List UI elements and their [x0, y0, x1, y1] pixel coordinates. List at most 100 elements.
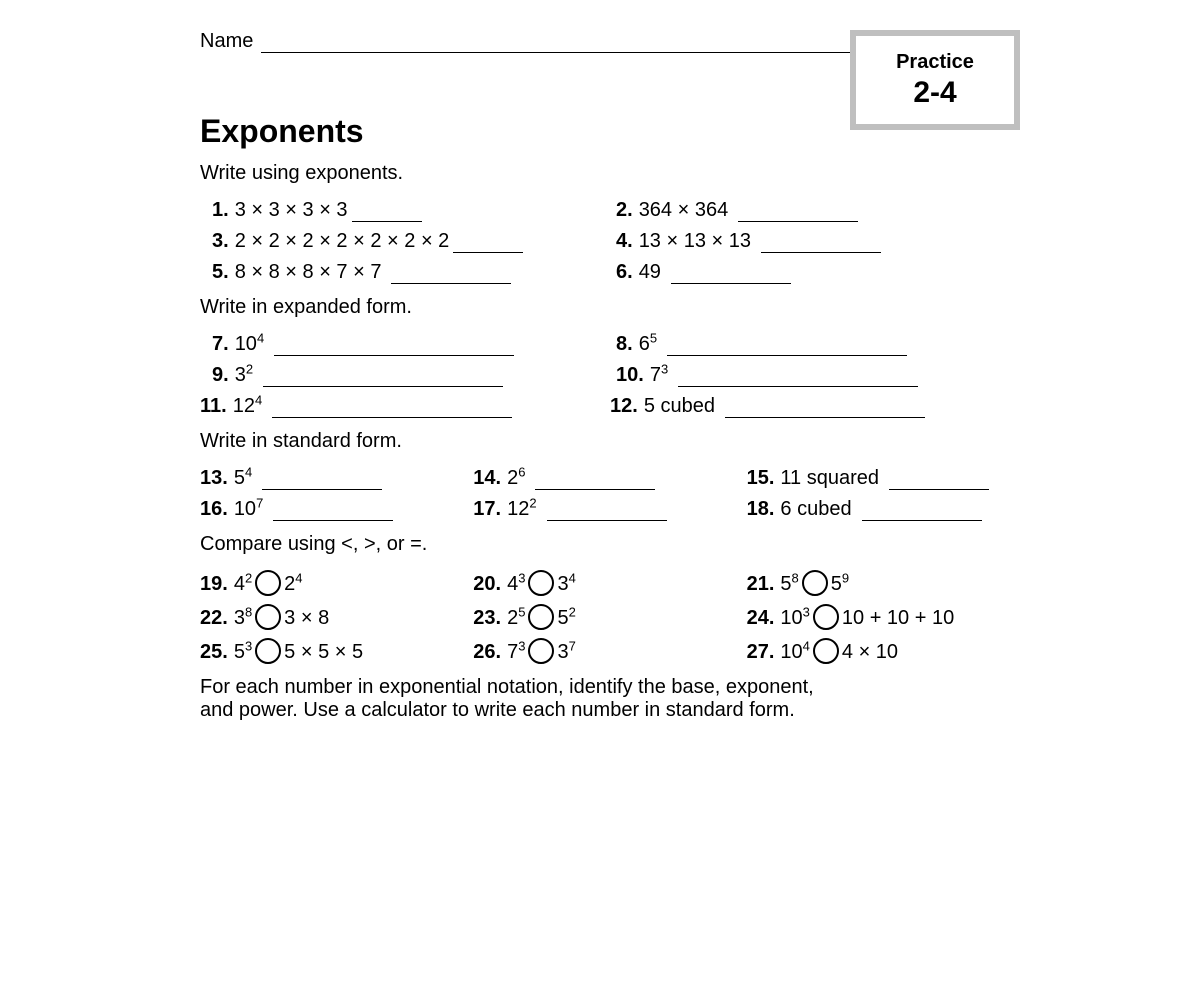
- q13-exp: 4: [245, 464, 252, 479]
- q15-blank[interactable]: [889, 471, 989, 490]
- q10-base: 7: [650, 364, 661, 386]
- q25-left: 53: [234, 641, 252, 664]
- q16-exp: 7: [256, 495, 263, 510]
- q9-text: 32: [235, 364, 253, 387]
- q17-exp: 2: [529, 495, 536, 510]
- practice-number: 2-4: [913, 76, 956, 110]
- q23-num: 23.: [473, 607, 501, 630]
- q7-exp: 4: [257, 330, 264, 345]
- q19-num: 19.: [200, 573, 228, 596]
- q1-text: 3 × 3 × 3 × 3: [235, 199, 348, 222]
- q3-num: 3.: [212, 230, 229, 253]
- q9-blank[interactable]: [263, 368, 503, 387]
- q24-num: 24.: [747, 607, 775, 630]
- q26-right: 37: [557, 641, 575, 664]
- q22-right: 3 × 8: [284, 607, 329, 630]
- q14-blank[interactable]: [535, 471, 655, 490]
- q11-base: 12: [233, 395, 255, 417]
- q12-text: 5 cubed: [644, 395, 715, 418]
- q10-text: 73: [650, 364, 668, 387]
- q8-text: 65: [639, 333, 657, 356]
- q23-compare-circle[interactable]: [528, 604, 554, 630]
- q11-exp: 4: [255, 392, 262, 407]
- q20-compare-circle[interactable]: [528, 570, 554, 596]
- q2-num: 2.: [616, 199, 633, 222]
- q3-text: 2 × 2 × 2 × 2 × 2 × 2 × 2: [235, 230, 450, 253]
- q10-blank[interactable]: [678, 368, 918, 387]
- q6-num: 6.: [616, 261, 633, 284]
- q19-compare-circle[interactable]: [255, 570, 281, 596]
- q4-blank[interactable]: [761, 234, 881, 253]
- q16-blank[interactable]: [273, 502, 393, 521]
- q18-text: 6 cubed: [780, 498, 851, 521]
- q7-base: 10: [235, 333, 257, 355]
- q2-blank[interactable]: [738, 203, 858, 222]
- q21-compare-circle[interactable]: [802, 570, 828, 596]
- q5-blank[interactable]: [391, 265, 511, 284]
- q20-right: 34: [557, 573, 575, 596]
- q20-left: 43: [507, 573, 525, 596]
- q27-num: 27.: [747, 641, 775, 664]
- q27-compare-circle[interactable]: [813, 638, 839, 664]
- q5-num: 5.: [212, 261, 229, 284]
- name-label: Name: [200, 30, 253, 53]
- q16-text: 107: [234, 498, 263, 521]
- q24-left: 103: [780, 607, 809, 630]
- q12-blank[interactable]: [725, 399, 925, 418]
- q18-blank[interactable]: [862, 502, 982, 521]
- section3-instruction: Write in standard form.: [200, 430, 1020, 453]
- q13-text: 54: [234, 467, 252, 490]
- q25-compare-circle[interactable]: [255, 638, 281, 664]
- q6-blank[interactable]: [671, 265, 791, 284]
- q7-num: 7.: [212, 333, 229, 356]
- q21-num: 21.: [747, 573, 775, 596]
- q9-exp: 2: [246, 361, 253, 376]
- q21-right: 59: [831, 573, 849, 596]
- q26-left: 73: [507, 641, 525, 664]
- q26-compare-circle[interactable]: [528, 638, 554, 664]
- q16-num: 16.: [200, 498, 228, 521]
- q7-text: 104: [235, 333, 264, 356]
- q23-left: 25: [507, 607, 525, 630]
- q17-base: 12: [507, 498, 529, 520]
- section2-instruction: Write in expanded form.: [200, 296, 1020, 319]
- section4-instruction: Compare using <, >, or =.: [200, 533, 1020, 556]
- q24-compare-circle[interactable]: [813, 604, 839, 630]
- q16-base: 10: [234, 498, 256, 520]
- q12-num: 12.: [610, 395, 638, 418]
- q6-text: 49: [639, 261, 661, 284]
- q1-blank[interactable]: [352, 203, 422, 222]
- q25-right: 5 × 5 × 5: [284, 641, 363, 664]
- practice-box: Practice 2-4: [850, 30, 1020, 130]
- q19-left: 42: [234, 573, 252, 596]
- q20-num: 20.: [473, 573, 501, 596]
- q1-num: 1.: [212, 199, 229, 222]
- q23-right: 52: [557, 607, 575, 630]
- q22-compare-circle[interactable]: [255, 604, 281, 630]
- q8-blank[interactable]: [667, 337, 907, 356]
- q27-left: 104: [780, 641, 809, 664]
- q21-left: 58: [780, 573, 798, 596]
- q24-right: 10 + 10 + 10: [842, 607, 954, 630]
- q22-num: 22.: [200, 607, 228, 630]
- q17-blank[interactable]: [547, 502, 667, 521]
- q17-text: 122: [507, 498, 536, 521]
- q13-blank[interactable]: [262, 471, 382, 490]
- q8-base: 6: [639, 333, 650, 355]
- q17-num: 17.: [473, 498, 501, 521]
- q3-blank[interactable]: [453, 234, 523, 253]
- q7-blank[interactable]: [274, 337, 514, 356]
- q4-num: 4.: [616, 230, 633, 253]
- q9-base: 3: [235, 364, 246, 386]
- q14-num: 14.: [473, 467, 501, 490]
- q26-num: 26.: [473, 641, 501, 664]
- q25-num: 25.: [200, 641, 228, 664]
- q14-base: 2: [507, 467, 518, 489]
- q2-text: 364 × 364: [639, 199, 729, 222]
- q14-exp: 6: [518, 464, 525, 479]
- worksheet-page: Name Practice 2-4 Exponents Write using …: [0, 0, 1200, 1000]
- q19-right: 24: [284, 573, 302, 596]
- q14-text: 26: [507, 467, 525, 490]
- q11-blank[interactable]: [272, 399, 512, 418]
- q4-text: 13 × 13 × 13: [639, 230, 751, 253]
